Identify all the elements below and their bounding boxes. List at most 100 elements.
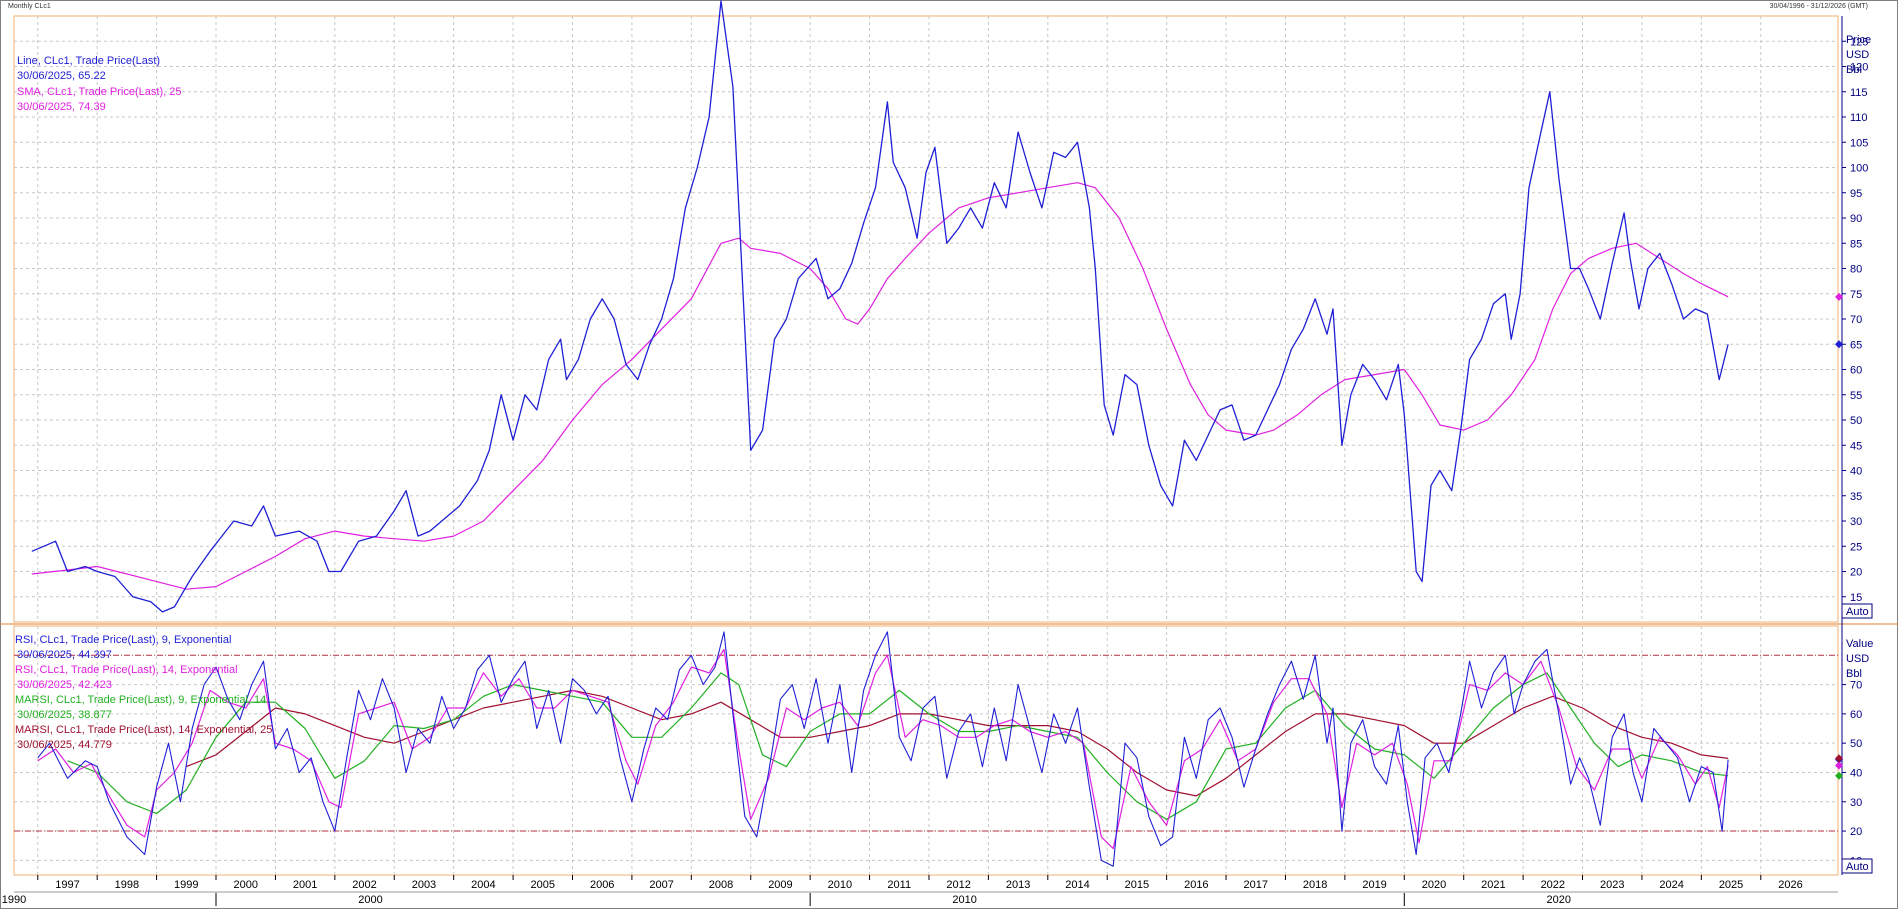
y-tick-label: 85: [1850, 238, 1862, 250]
y-tick-label: 40: [1850, 767, 1862, 779]
x-tick-label: 2015: [1125, 879, 1149, 891]
legend-rsi14-value: 30/06/2025, 42.423: [17, 679, 112, 691]
y-tick-label: 90: [1850, 213, 1862, 225]
y-tick-label: 60: [1850, 709, 1862, 721]
series-line: [67, 672, 1729, 820]
x-tick-label: 2017: [1244, 879, 1268, 891]
x-tick-label: 2016: [1184, 879, 1208, 891]
oscillator-legend: RSI, CLc1, Trade Price(Last), 9, Exponen…: [15, 634, 272, 751]
legend-marsi14-title: MARSI, CLc1, Trade Price(Last), 14, Expo…: [15, 724, 272, 736]
legend-line-title: Line, CLc1, Trade Price(Last): [17, 55, 160, 67]
price-axis-title-line3: Bbl: [1846, 64, 1862, 76]
x-tick-label: 2020: [1422, 879, 1446, 891]
value-auto-label[interactable]: Auto: [1846, 861, 1869, 873]
x-tick-label: 2001: [293, 879, 317, 891]
x-tick-label: 2002: [352, 879, 376, 891]
series-line: [37, 648, 1729, 850]
last-value-marker: [1835, 340, 1843, 349]
last-value-marker: [1835, 761, 1843, 770]
value-axis-title-line2: USD: [1846, 653, 1869, 665]
price-axis-title: Price USD Bbl: [1846, 34, 1871, 76]
chart-title: Monthly CLc1: [8, 3, 51, 10]
y-tick-label: 20: [1850, 567, 1862, 579]
y-tick-label: 50: [1850, 738, 1862, 750]
y-tick-label: 40: [1850, 466, 1862, 478]
x-tick-label: 2006: [590, 879, 614, 891]
y-tick-label: 105: [1850, 137, 1868, 149]
x-decade-label: 1990: [2, 894, 26, 906]
legend-line-value: 30/06/2025, 65.22: [17, 70, 106, 82]
value-auto-button[interactable]: Auto: [1841, 858, 1873, 874]
legend-sma-title: SMA, CLc1, Trade Price(Last), 25: [17, 86, 181, 98]
series-line: [31, 0, 1729, 613]
x-tick-label: 2023: [1600, 879, 1624, 891]
last-value-markers: [1835, 292, 1843, 780]
y-tick-label: 15: [1850, 592, 1862, 604]
x-axis-ticks: 1997 1998 1999 2000 2001 2002 2003 2004 2005 2006…: [2, 875, 1838, 906]
last-value-marker: [1835, 754, 1843, 763]
legend-marsi9-title: MARSI, CLc1, Trade Price(Last), 9, Expon…: [15, 694, 266, 706]
x-tick-label: 2013: [1006, 879, 1030, 891]
price-auto-button[interactable]: Auto: [1841, 603, 1873, 619]
x-tick-label: 1998: [115, 879, 139, 891]
x-tick-label: 2026: [1778, 879, 1802, 891]
x-tick-label: 2004: [471, 879, 495, 891]
y-tick-label: 30: [1850, 797, 1862, 809]
y-tick-label: 75: [1850, 289, 1862, 301]
y-tick-label: 60: [1850, 365, 1862, 377]
x-tick-label: 2010: [828, 879, 852, 891]
x-tick-label: 2024: [1659, 879, 1683, 891]
legend-marsi9-value: 30/06/2025, 38.877: [17, 709, 112, 721]
price-axis-title-line1: Price: [1846, 34, 1871, 46]
x-tick-label: 2009: [768, 879, 792, 891]
x-tick-label: 2018: [1303, 879, 1327, 891]
y-tick-label: 115: [1850, 87, 1868, 99]
series-line: [186, 689, 1729, 797]
value-axis-title: Value USD Bbl: [1846, 638, 1873, 680]
chart-date-range: 30/04/1996 - 31/12/2026 (GMT): [1769, 3, 1868, 10]
legend-rsi14-title: RSI, CLc1, Trade Price(Last), 14, Expone…: [15, 664, 238, 676]
series-line: [37, 631, 1729, 867]
y-tick-label: 20: [1850, 826, 1862, 838]
legend-rsi9-title: RSI, CLc1, Trade Price(Last), 9, Exponen…: [15, 634, 231, 646]
price-axis-title-line2: USD: [1846, 49, 1869, 61]
x-tick-label: 2011: [887, 879, 911, 891]
x-tick-label: 2021: [1481, 879, 1505, 891]
y-tick-label: 70: [1850, 314, 1862, 326]
y-axis-ticks: 15 20 25 30 35 40 45 50 55 60 65 70 75 80 85 90 95 100 105…: [1842, 36, 1868, 867]
y-tick-label: 30: [1850, 516, 1862, 528]
y-tick-label: 65: [1850, 339, 1862, 351]
series-group: [31, 0, 1729, 867]
last-value-marker: [1835, 771, 1843, 780]
x-tick-label: 2014: [1065, 879, 1089, 891]
x-tick-label: 2007: [649, 879, 673, 891]
price-auto-label[interactable]: Auto: [1846, 606, 1869, 618]
price-legend: Line, CLc1, Trade Price(Last) 30/06/2025…: [17, 55, 181, 113]
x-tick-label: 1997: [55, 879, 79, 891]
x-tick-label: 1999: [174, 879, 198, 891]
y-tick-label: 110: [1850, 112, 1868, 124]
value-axis-title-line1: Value: [1846, 638, 1873, 650]
oscillator-panel-frame: [13, 625, 1839, 876]
x-tick-label: 2012: [946, 879, 970, 891]
y-tick-label: 80: [1850, 264, 1862, 276]
x-tick-label: 2008: [709, 879, 733, 891]
x-tick-label: 2025: [1719, 879, 1743, 891]
y-tick-label: 95: [1850, 188, 1862, 200]
last-value-marker: [1835, 292, 1843, 301]
x-decade-label: 2010: [952, 894, 976, 906]
chart-header: Monthly CLc1 30/04/1996 - 31/12/2026 (GM…: [0, 0, 1898, 14]
x-tick-label: 2005: [531, 879, 555, 891]
y-tick-label: 55: [1850, 390, 1862, 402]
legend-marsi14-value: 30/06/2025, 44.779: [17, 739, 112, 751]
y-tick-label: 120: [1850, 62, 1868, 74]
y-tick-label: 70: [1850, 680, 1862, 692]
x-tick-label: 2019: [1362, 879, 1386, 891]
y-tick-label: 25: [1850, 541, 1862, 553]
y-tick-label: 125: [1850, 36, 1868, 48]
grid-lines: [14, 16, 1838, 875]
y-tick-label: 35: [1850, 491, 1862, 503]
y-tick-label: 50: [1850, 415, 1862, 427]
legend-rsi9-value: 30/06/2025, 44.397: [17, 649, 112, 661]
y-tick-label: 100: [1850, 163, 1868, 175]
